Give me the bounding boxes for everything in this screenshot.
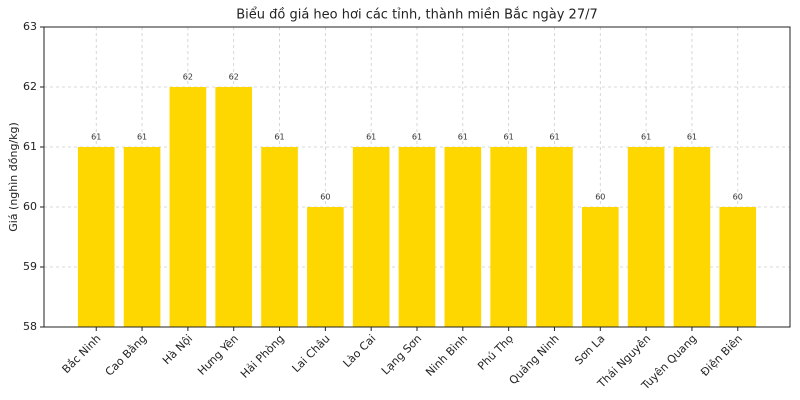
y-tick-label: 58 [23, 320, 37, 333]
bar [352, 147, 390, 327]
value-label: 61 [549, 133, 559, 142]
value-label: 61 [504, 133, 514, 142]
value-label: 60 [733, 193, 743, 202]
plot-frame [43, 26, 791, 328]
bar [77, 147, 115, 327]
bar [627, 147, 665, 327]
bar [123, 147, 161, 327]
value-label: 62 [229, 73, 239, 82]
x-tick-label: Cao Bằng [103, 332, 150, 379]
value-label: 61 [687, 133, 697, 142]
x-tick-label: Bắc Ninh [60, 332, 104, 376]
y-tick-label: 60 [23, 200, 37, 213]
bar [673, 147, 711, 327]
x-tick-label: Điện Biên [698, 332, 745, 379]
value-label: 61 [641, 133, 651, 142]
bar [398, 147, 436, 327]
bar [307, 207, 344, 327]
x-tick-label: Sơn La [572, 332, 607, 367]
bar [215, 87, 253, 327]
y-tick-label: 59 [23, 260, 37, 273]
x-tick-label: Hưng Yên [195, 332, 241, 378]
bar [581, 207, 619, 327]
bar [169, 87, 207, 327]
y-tick-label: 62 [23, 80, 37, 93]
bar [719, 207, 757, 327]
x-tick-label: Lạng Sơn [379, 332, 424, 377]
value-label: 61 [366, 133, 376, 142]
y-axis-label: Giá (nghìn đồng/kg) [7, 122, 20, 232]
x-tick-label: Lai Châu [290, 332, 333, 375]
value-label: 61 [458, 133, 468, 142]
y-tick-label: 61 [23, 140, 37, 153]
value-label: 60 [595, 193, 605, 202]
x-tick-label: Phú Thọ [475, 332, 516, 373]
x-tick-label: Hà Nội [160, 332, 195, 367]
bar [444, 147, 482, 327]
value-label: 61 [274, 133, 284, 142]
x-tick-label: Ninh Bình [423, 332, 470, 379]
chart-title: Biểu đồ giá heo hơi các tỉnh, thành miền… [236, 8, 598, 23]
bar [261, 147, 298, 327]
value-label: 62 [183, 73, 193, 82]
bar [490, 147, 527, 327]
value-label: 60 [320, 193, 330, 202]
y-tick-label: 63 [23, 20, 37, 33]
value-label: 61 [91, 133, 101, 142]
value-label: 61 [412, 133, 422, 142]
x-tick-label: Lào Cai [341, 332, 379, 370]
bar [536, 147, 573, 327]
x-tick-label: Hải Phòng [238, 332, 287, 381]
value-label: 61 [137, 133, 147, 142]
